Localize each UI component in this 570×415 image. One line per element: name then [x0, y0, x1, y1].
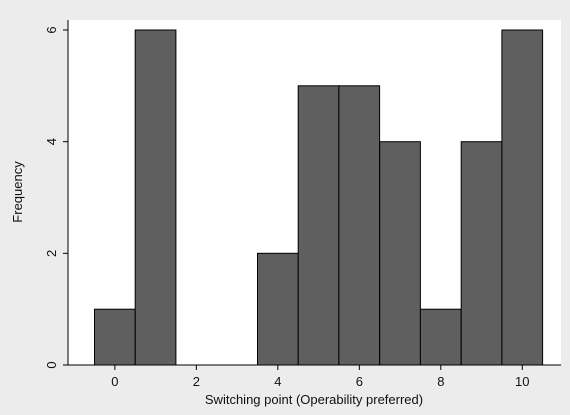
x-tick-label-4: 4: [274, 374, 281, 389]
y-ticks-group: 0 2 4 6: [44, 26, 68, 369]
y-tick-label-2: 2: [44, 250, 59, 257]
bar-0: [94, 308, 136, 366]
bar-7: [379, 141, 421, 366]
y-tick-label-0: 0: [44, 361, 59, 368]
x-tick-label-6: 6: [356, 374, 363, 389]
bar-8: [419, 308, 462, 366]
bar-5: [297, 85, 340, 366]
bar-9: [460, 141, 503, 366]
bar-1: [134, 29, 177, 366]
y-tick-label-6: 6: [44, 26, 59, 33]
bar-10: [501, 29, 544, 366]
x-tick-label-10: 10: [515, 374, 529, 389]
bars-group: [94, 29, 544, 366]
x-axis-label: Switching point (Operability preferred): [205, 392, 423, 407]
y-tick-label-4: 4: [44, 138, 59, 145]
bar-6: [338, 85, 381, 366]
bar-4: [257, 252, 299, 366]
x-tick-label-0: 0: [111, 374, 118, 389]
y-axis-label: Frequency: [10, 161, 25, 223]
x-ticks-group: 0 2 4 6 8 10: [111, 365, 530, 389]
x-tick-label-2: 2: [193, 374, 200, 389]
x-tick-label-8: 8: [437, 374, 444, 389]
